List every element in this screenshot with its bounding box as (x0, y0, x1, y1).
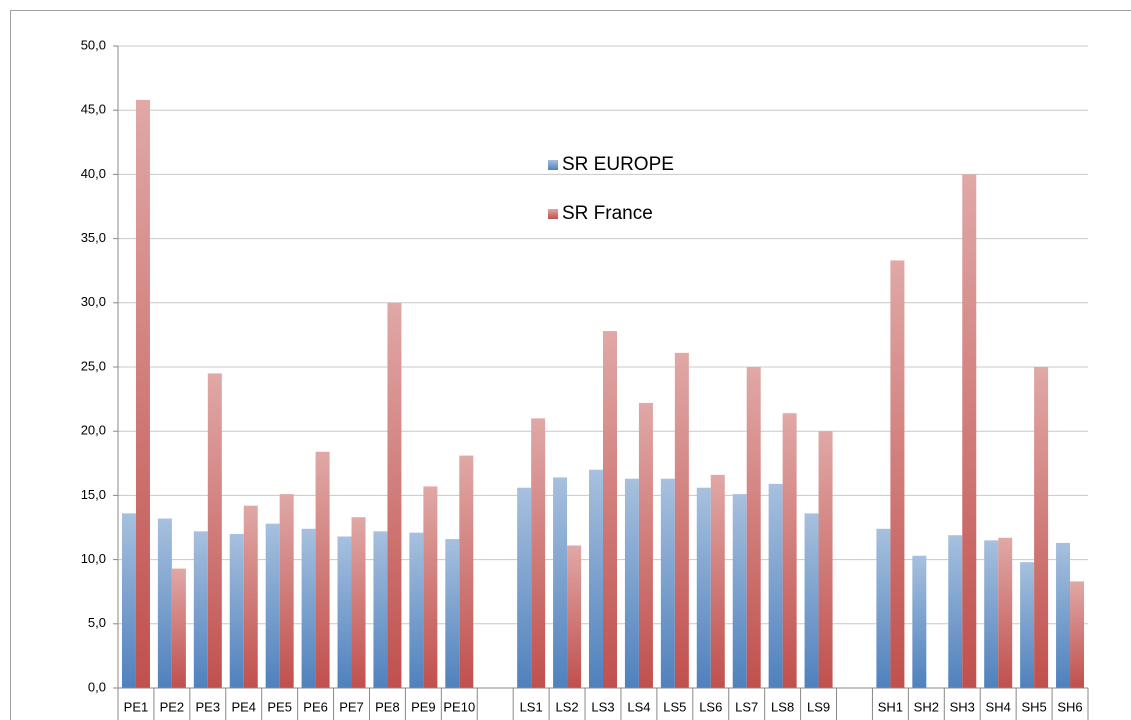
y-tick-label: 10,0 (81, 551, 106, 566)
bar (531, 418, 546, 688)
bar (782, 413, 797, 688)
x-tick-label: SH5 (1021, 699, 1046, 714)
bar (746, 367, 761, 688)
x-tick-label: PE5 (267, 699, 292, 714)
x-tick-label: PE10 (443, 699, 475, 714)
legend-label: SR EUROPE (562, 154, 674, 175)
bar (157, 518, 172, 688)
x-tick-label: PE7 (339, 699, 364, 714)
bar (912, 555, 927, 688)
x-tick-label: SH2 (914, 699, 939, 714)
x-tick-label: LS9 (807, 699, 830, 714)
x-tick-label: LS7 (735, 699, 758, 714)
x-tick-label: PE2 (160, 699, 185, 714)
x-tick-label: PE4 (231, 699, 256, 714)
y-tick-label: 5,0 (88, 615, 106, 630)
bar (121, 513, 136, 688)
bar (423, 486, 438, 688)
bar (674, 352, 689, 688)
bar (567, 545, 582, 688)
y-tick-label: 40,0 (81, 166, 106, 181)
x-tick-label: LS4 (627, 699, 650, 714)
bar (315, 451, 330, 688)
bar (387, 302, 402, 688)
x-tick-label: LS5 (663, 699, 686, 714)
x-tick-label: PE9 (411, 699, 436, 714)
bar (818, 431, 833, 688)
bar (279, 494, 294, 688)
bar (1070, 581, 1085, 688)
bar (876, 528, 891, 688)
x-tick-label: LS3 (591, 699, 614, 714)
legend-swatch (548, 209, 558, 219)
bar (265, 523, 280, 688)
bar (351, 517, 366, 688)
bar (638, 402, 653, 688)
y-tick-label: 0,0 (88, 679, 106, 694)
x-tick-label: SH1 (878, 699, 903, 714)
bar (171, 568, 186, 688)
bar (624, 478, 639, 688)
bar (948, 535, 963, 688)
bar (710, 474, 725, 688)
y-tick-label: 25,0 (81, 358, 106, 373)
x-tick-label: LS8 (771, 699, 794, 714)
x-tick-label: LS6 (699, 699, 722, 714)
bar (984, 540, 999, 688)
bar (962, 174, 977, 688)
y-tick-label: 35,0 (81, 230, 106, 245)
bar (660, 478, 675, 688)
bar (696, 487, 711, 688)
x-tick-label: LS2 (556, 699, 579, 714)
bar (459, 455, 474, 688)
bar (1020, 562, 1035, 688)
y-tick-label: 45,0 (81, 102, 106, 117)
legend-label: SR France (562, 203, 653, 224)
y-tick-label: 50,0 (81, 37, 106, 52)
bar (445, 539, 460, 688)
legend-swatch (548, 160, 558, 170)
x-tick-label: PE6 (303, 699, 328, 714)
y-tick-label: 15,0 (81, 487, 106, 502)
bar (135, 99, 150, 689)
bar (517, 487, 532, 688)
bar (243, 505, 258, 688)
bar (998, 537, 1013, 688)
bar (589, 469, 603, 688)
bar (301, 528, 316, 688)
bar (1056, 542, 1071, 688)
x-tick-label: SH4 (986, 699, 1011, 714)
bar (409, 532, 424, 688)
x-tick-label: SH3 (950, 699, 975, 714)
bar (207, 373, 222, 688)
bar (337, 536, 352, 688)
bar (373, 531, 388, 688)
bar (229, 533, 244, 688)
x-tick-label: SH6 (1057, 699, 1082, 714)
y-tick-label: 20,0 (81, 423, 106, 438)
bar (553, 477, 568, 688)
bar (1034, 367, 1049, 688)
bar (768, 483, 783, 688)
x-tick-label: PE3 (196, 699, 221, 714)
y-tick-label: 30,0 (81, 294, 106, 309)
x-tick-label: LS1 (520, 699, 543, 714)
bar (804, 513, 819, 688)
bar (603, 331, 617, 688)
x-tick-label: PE8 (375, 699, 400, 714)
x-tick-label: PE1 (124, 699, 149, 714)
bar (193, 531, 208, 688)
bar (732, 494, 747, 688)
bar (890, 260, 905, 688)
